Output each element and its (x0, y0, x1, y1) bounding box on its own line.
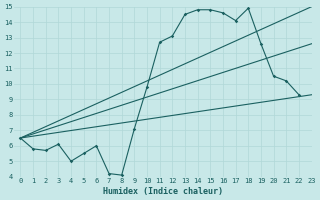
X-axis label: Humidex (Indice chaleur): Humidex (Indice chaleur) (103, 187, 223, 196)
